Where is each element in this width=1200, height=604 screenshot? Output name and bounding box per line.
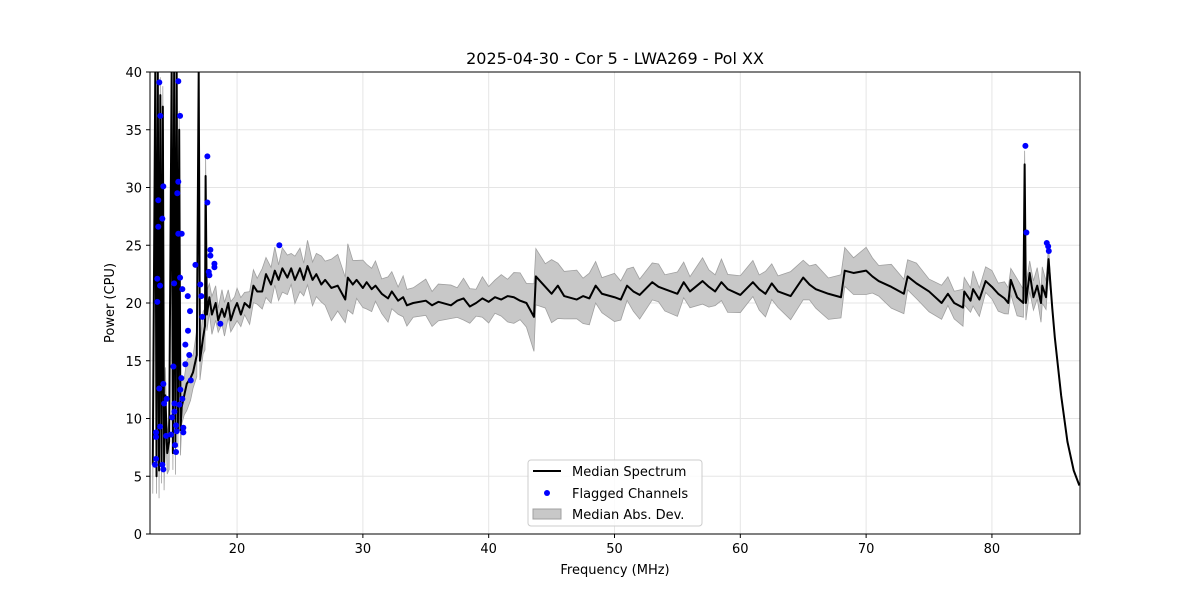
flagged-point bbox=[170, 363, 177, 370]
flagged-point bbox=[206, 272, 213, 279]
flagged-point bbox=[180, 429, 187, 436]
flagged-point bbox=[187, 377, 194, 384]
flagged-point bbox=[156, 385, 163, 392]
y-tick-label: 20 bbox=[125, 297, 142, 312]
legend-flagged-swatch bbox=[544, 490, 550, 496]
flagged-point bbox=[153, 429, 160, 436]
x-axis-label: Frequency (MHz) bbox=[560, 563, 669, 578]
flagged-point bbox=[159, 215, 166, 222]
y-tick-label: 35 bbox=[125, 124, 142, 139]
flagged-point bbox=[179, 286, 186, 293]
y-axis-label: Power (CPU) bbox=[103, 263, 118, 343]
flagged-point bbox=[204, 199, 211, 206]
flagged-point bbox=[157, 282, 164, 289]
flagged-points bbox=[152, 78, 1052, 473]
flagged-point bbox=[184, 327, 191, 334]
flagged-point bbox=[171, 280, 178, 287]
flagged-point bbox=[1045, 243, 1052, 250]
flagged-point bbox=[197, 281, 204, 288]
legend: Median Spectrum Flagged Channels Median … bbox=[527, 459, 703, 527]
x-tick-label: 50 bbox=[606, 542, 623, 557]
flagged-point bbox=[154, 275, 161, 282]
flagged-point bbox=[171, 400, 178, 407]
flagged-point bbox=[153, 433, 160, 440]
flagged-point bbox=[168, 431, 175, 438]
y-tick-label: 15 bbox=[125, 355, 142, 370]
flagged-point bbox=[174, 190, 181, 197]
x-tick-label: 80 bbox=[984, 542, 1001, 557]
flagged-point bbox=[177, 274, 184, 281]
flagged-point bbox=[173, 428, 180, 435]
flagged-point bbox=[173, 422, 180, 429]
flagged-point bbox=[276, 242, 283, 249]
flagged-point bbox=[192, 261, 199, 268]
y-tick-label: 10 bbox=[125, 413, 142, 428]
flagged-point bbox=[159, 461, 166, 468]
flagged-point bbox=[187, 308, 194, 315]
y-tick-label: 25 bbox=[125, 239, 142, 254]
flagged-point bbox=[207, 246, 214, 253]
x-tick-label: 30 bbox=[355, 542, 372, 557]
y-tick-label: 5 bbox=[134, 470, 142, 485]
y-tick-label: 0 bbox=[134, 528, 142, 543]
flagged-point bbox=[177, 112, 184, 119]
flagged-point bbox=[160, 380, 167, 387]
flagged-point bbox=[182, 361, 189, 368]
x-tick-label: 60 bbox=[732, 542, 749, 557]
chart-title: 2025-04-30 - Cor 5 - LWA269 - Pol XX bbox=[466, 49, 764, 68]
flagged-point bbox=[153, 455, 160, 462]
flagged-point bbox=[160, 183, 167, 190]
flagged-point bbox=[169, 414, 176, 421]
flagged-point bbox=[207, 252, 214, 259]
legend-flagged-label: Flagged Channels bbox=[572, 487, 688, 502]
flagged-point bbox=[157, 112, 164, 119]
flagged-point bbox=[173, 448, 180, 455]
x-tick-label: 40 bbox=[480, 542, 497, 557]
flagged-point bbox=[160, 466, 167, 473]
flagged-point bbox=[182, 341, 189, 348]
legend-median-label: Median Spectrum bbox=[572, 465, 686, 480]
flagged-point bbox=[155, 223, 162, 230]
median-line bbox=[151, 72, 1080, 486]
flagged-point bbox=[186, 351, 193, 358]
flagged-point bbox=[177, 386, 184, 393]
flagged-point bbox=[199, 313, 206, 320]
flagged-point bbox=[171, 408, 178, 415]
legend-mad-swatch bbox=[532, 508, 562, 520]
flagged-point bbox=[157, 423, 164, 430]
flagged-point bbox=[156, 79, 163, 86]
x-tick-label: 20 bbox=[229, 542, 246, 557]
flagged-point bbox=[163, 395, 170, 402]
flagged-point bbox=[172, 442, 179, 449]
x-axis: 20 30 40 50 60 70 80 bbox=[229, 534, 1000, 557]
flagged-point bbox=[204, 153, 211, 160]
x-tick-label: 70 bbox=[858, 542, 875, 557]
flagged-point bbox=[175, 78, 182, 85]
flagged-point bbox=[175, 178, 182, 185]
flagged-point bbox=[161, 400, 168, 407]
legend-box bbox=[527, 459, 703, 527]
y-axis: 0 5 10 15 20 25 30 35 40 bbox=[125, 66, 150, 543]
flagged-point bbox=[211, 264, 218, 271]
flagged-point bbox=[217, 320, 224, 327]
flagged-point bbox=[180, 424, 187, 431]
flagged-point bbox=[163, 432, 170, 439]
flagged-point bbox=[179, 395, 186, 402]
flagged-point bbox=[152, 461, 159, 468]
flagged-point bbox=[155, 197, 162, 204]
flagged-point bbox=[1022, 142, 1029, 149]
flagged-point bbox=[198, 293, 205, 300]
y-tick-label: 30 bbox=[125, 182, 142, 197]
flagged-point bbox=[178, 375, 185, 382]
flagged-point bbox=[154, 298, 161, 305]
flagged-point bbox=[176, 401, 183, 408]
y-tick-label: 40 bbox=[125, 66, 142, 81]
flagged-point bbox=[184, 293, 191, 300]
flagged-point bbox=[178, 230, 185, 237]
flagged-point bbox=[1045, 248, 1052, 255]
legend-mad-label: Median Abs. Dev. bbox=[572, 508, 684, 523]
flagged-point bbox=[1023, 229, 1030, 236]
